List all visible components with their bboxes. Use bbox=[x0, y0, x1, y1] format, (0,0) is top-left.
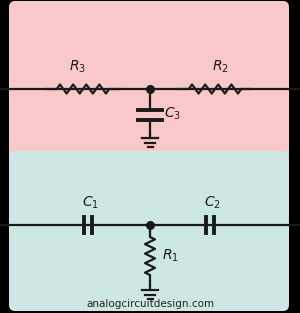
Text: $C_3$: $C_3$ bbox=[164, 106, 181, 122]
Text: $R_2$: $R_2$ bbox=[212, 59, 228, 75]
FancyBboxPatch shape bbox=[9, 151, 289, 311]
Text: analogcircuitdesign.com: analogcircuitdesign.com bbox=[86, 299, 214, 309]
FancyBboxPatch shape bbox=[9, 1, 289, 161]
Text: $R_3$: $R_3$ bbox=[70, 59, 86, 75]
Text: $R_1$: $R_1$ bbox=[162, 248, 179, 264]
Text: $C_2$: $C_2$ bbox=[203, 195, 220, 211]
Text: $C_1$: $C_1$ bbox=[82, 195, 98, 211]
